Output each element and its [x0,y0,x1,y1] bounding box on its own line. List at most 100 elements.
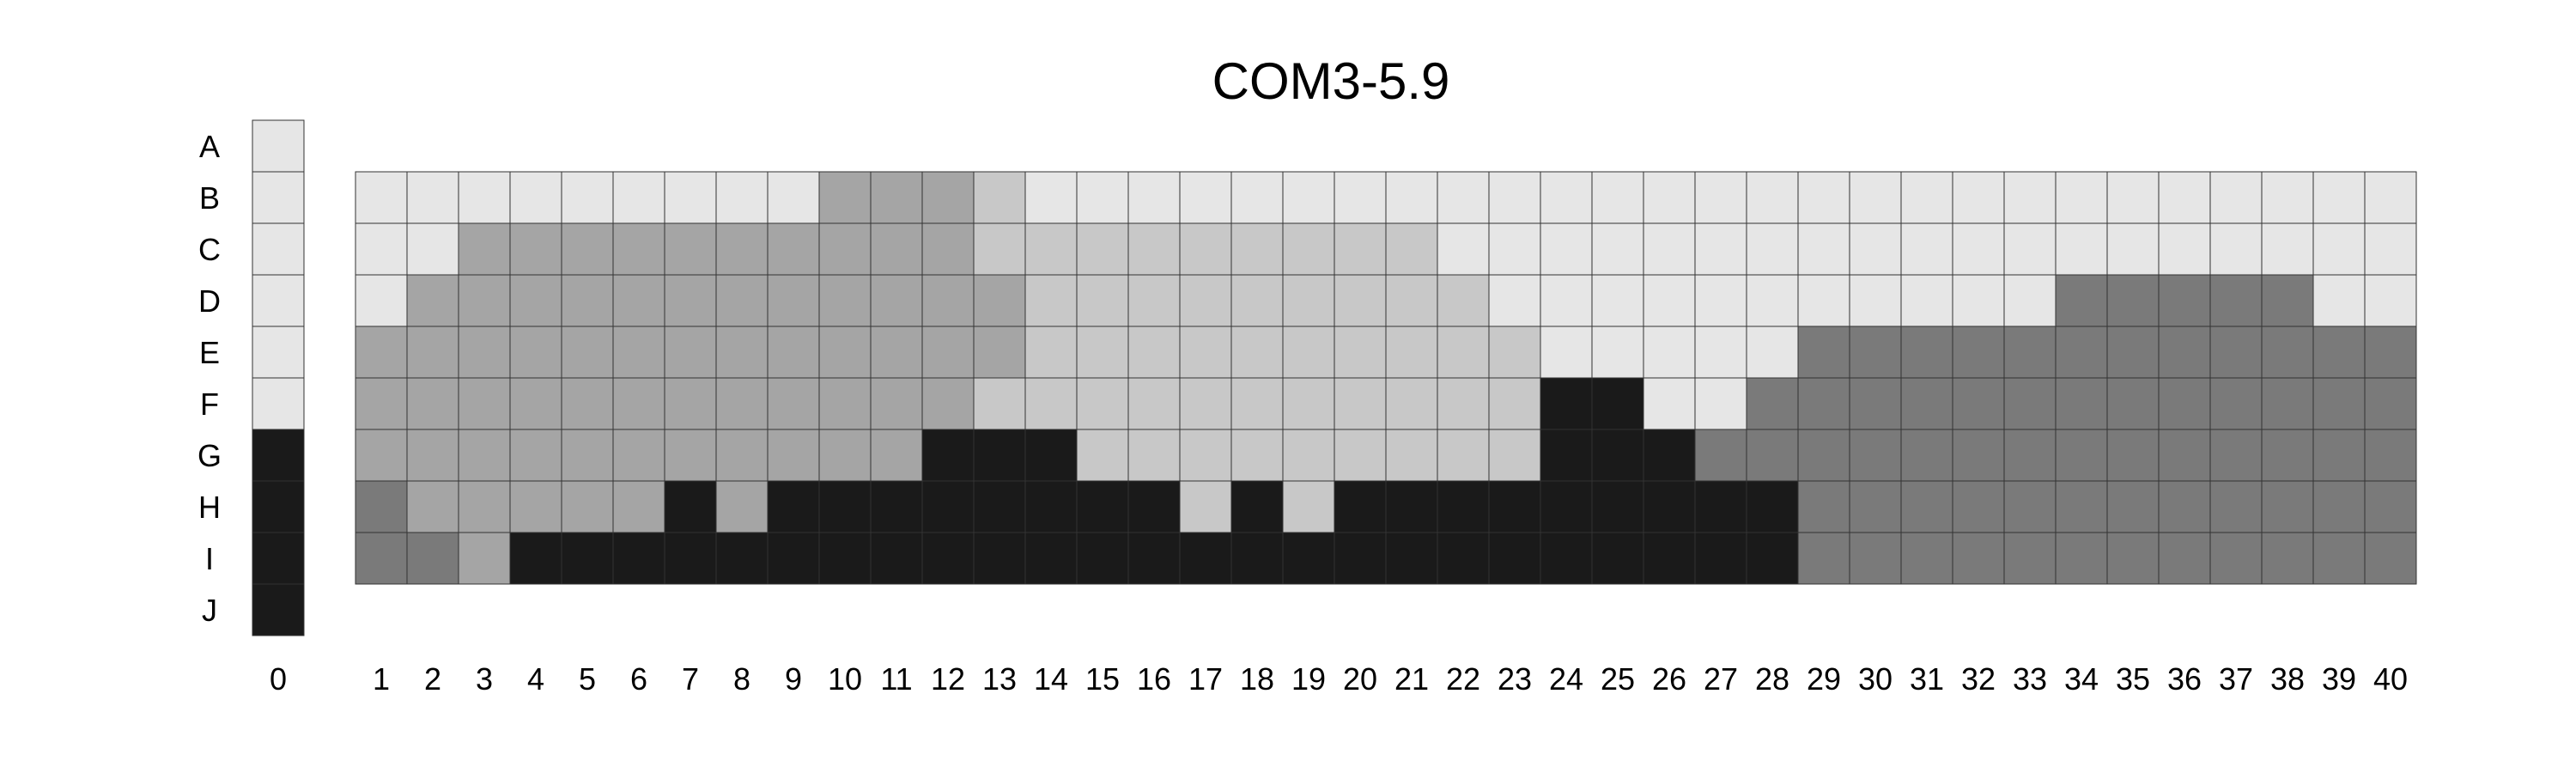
column-label-28: 28 [1755,661,1789,697]
heatmap-cell-D-4 [509,274,562,327]
column-label-20: 20 [1343,661,1377,697]
heatmap-cell-B-20 [1334,171,1387,224]
heatmap-cell-C-10 [818,222,872,276]
heatmap-cell-B-22 [1437,171,1490,224]
heatmap-cell-B-36 [2158,171,2211,224]
heatmap-cell-B-27 [1694,171,1747,224]
heatmap-cell-D-3 [458,274,511,327]
heatmap-cell-C-35 [2106,222,2160,276]
heatmap-cell-I-7 [664,532,717,585]
heatmap-cell-H-37 [2209,480,2263,533]
heatmap-cell-C-30 [1849,222,1902,276]
heatmap-cell-D-15 [1076,274,1129,327]
heatmap-cell-F-31 [1900,377,1953,430]
heatmap-cell-I-14 [1024,532,1078,585]
heatmap-cell-E-8 [715,326,769,379]
heatmap-cell-E-17 [1179,326,1232,379]
heatmap-cell-F-16 [1127,377,1181,430]
reference-cell-I [252,532,305,585]
heatmap-cell-G-26 [1643,429,1696,482]
heatmap-cell-F-36 [2158,377,2211,430]
heatmap-cell-I-35 [2106,532,2160,585]
heatmap-cell-F-7 [664,377,717,430]
heatmap-cell-H-9 [767,480,820,533]
heatmap-cell-C-25 [1591,222,1644,276]
heatmap-cell-F-8 [715,377,769,430]
heatmap-cell-B-13 [973,171,1026,224]
heatmap-cell-E-9 [767,326,820,379]
heatmap-cell-E-40 [2364,326,2417,379]
heatmap-cell-F-20 [1334,377,1387,430]
heatmap-cell-B-2 [406,171,459,224]
heatmap-cell-G-17 [1179,429,1232,482]
heatmap-cell-E-22 [1437,326,1490,379]
heatmap-cell-I-27 [1694,532,1747,585]
heatmap-cell-I-13 [973,532,1026,585]
heatmap-cell-H-38 [2261,480,2314,533]
heatmap-cell-I-9 [767,532,820,585]
heatmap-cell-B-34 [2055,171,2108,224]
heatmap-cell-F-22 [1437,377,1490,430]
heatmap-cell-F-21 [1385,377,1438,430]
heatmap-cell-C-11 [870,222,923,276]
heatmap-cell-B-30 [1849,171,1902,224]
heatmap-cell-D-28 [1746,274,1799,327]
heatmap-cell-C-5 [561,222,614,276]
heatmap-cell-G-2 [406,429,459,482]
heatmap-cell-H-33 [2003,480,2057,533]
row-label-C: C [198,232,221,267]
heatmap-cell-C-32 [1952,222,2005,276]
heatmap-cell-H-32 [1952,480,2005,533]
heatmap-cell-F-18 [1230,377,1284,430]
column-label-6: 6 [630,661,647,697]
heatmap-cell-C-22 [1437,222,1490,276]
heatmap-cell-H-31 [1900,480,1953,533]
heatmap-cell-H-4 [509,480,562,533]
heatmap-cell-G-25 [1591,429,1644,482]
heatmap-cell-H-10 [818,480,872,533]
heatmap-cell-E-27 [1694,326,1747,379]
heatmap-cell-D-38 [2261,274,2314,327]
column-label-19: 19 [1291,661,1326,697]
heatmap-cell-F-28 [1746,377,1799,430]
heatmap-cell-I-17 [1179,532,1232,585]
heatmap-cell-G-22 [1437,429,1490,482]
heatmap-cell-C-2 [406,222,459,276]
heatmap-cell-C-19 [1282,222,1335,276]
heatmap-cell-F-32 [1952,377,2005,430]
heatmap-cell-I-4 [509,532,562,585]
heatmap-cell-D-17 [1179,274,1232,327]
heatmap-cell-F-4 [509,377,562,430]
heatmap-cell-H-28 [1746,480,1799,533]
heatmap-cell-G-13 [973,429,1026,482]
column-label-0: 0 [270,661,287,697]
heatmap-cell-D-32 [1952,274,2005,327]
heatmap-cell-G-38 [2261,429,2314,482]
chart-title: COM3-5.9 [1212,52,1450,110]
heatmap-cell-C-39 [2312,222,2366,276]
heatmap-cell-I-6 [612,532,665,585]
heatmap-cell-F-39 [2312,377,2366,430]
heatmap-cell-I-22 [1437,532,1490,585]
heatmap-cell-B-24 [1540,171,1593,224]
heatmap-cell-H-12 [921,480,975,533]
heatmap-cell-B-28 [1746,171,1799,224]
heatmap-cell-G-40 [2364,429,2417,482]
column-label-1: 1 [373,661,390,697]
column-label-35: 35 [2116,661,2150,697]
heatmap-cell-B-12 [921,171,975,224]
heatmap-cell-D-30 [1849,274,1902,327]
heatmap-cell-D-33 [2003,274,2057,327]
heatmap-cell-E-5 [561,326,614,379]
heatmap-cell-F-35 [2106,377,2160,430]
heatmap-cell-C-13 [973,222,1026,276]
reference-cell-A [252,119,305,173]
heatmap-cell-H-26 [1643,480,1696,533]
heatmap-cell-I-25 [1591,532,1644,585]
heatmap-cell-E-39 [2312,326,2366,379]
heatmap-cell-I-37 [2209,532,2263,585]
heatmap-cell-F-13 [973,377,1026,430]
heatmap-cell-F-33 [2003,377,2057,430]
